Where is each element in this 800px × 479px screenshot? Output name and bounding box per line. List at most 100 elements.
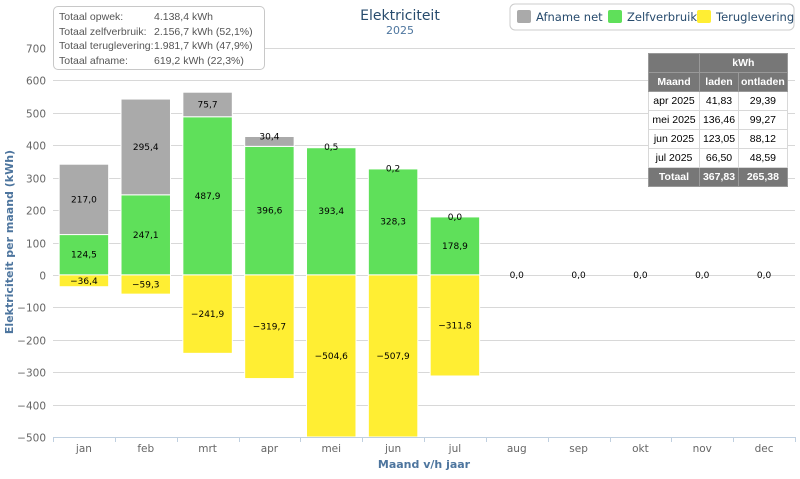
table-header-maand: Maand bbox=[648, 72, 700, 92]
summary-value: 2.156,7 kWh (52,1%) bbox=[154, 25, 253, 38]
data-label-teruglevering-jun: −507,9 bbox=[376, 352, 410, 362]
bars bbox=[58, 91, 481, 438]
summary-value: 1.981,7 kWh (47,9%) bbox=[154, 40, 253, 52]
table-header-empty bbox=[648, 53, 700, 73]
y-tick-label: 500 bbox=[26, 109, 46, 121]
x-tick-label-jun: jun bbox=[384, 443, 401, 455]
summary-value: 619,2 kWh (22,3%) bbox=[154, 54, 244, 67]
bar-zelfverbruik-mei[interactable] bbox=[306, 146, 357, 276]
data-label-afname-net-sep: 0,0 bbox=[571, 271, 586, 281]
data-label-zelfverbruik-mrt: 487,9 bbox=[195, 192, 221, 202]
table-cell-ontladen: 29,39 bbox=[738, 91, 788, 111]
legend-item-zelfverbruik[interactable]: Zelfverbruik bbox=[608, 10, 697, 24]
data-label-afname-net-aug: 0,0 bbox=[510, 271, 525, 281]
bar-afname-net-mrt[interactable] bbox=[182, 91, 233, 118]
y-tick-label: 600 bbox=[26, 76, 46, 88]
table-total-ontladen: 265,38 bbox=[738, 167, 788, 187]
y-tick-label: −200 bbox=[17, 336, 46, 348]
bar-afname-net-jan[interactable] bbox=[58, 163, 110, 236]
legend-label-teruglevering: Teruglevering bbox=[715, 10, 794, 24]
table-cell-laden: 41,83 bbox=[699, 91, 739, 111]
data-label-zelfverbruik-jun: 328,3 bbox=[380, 218, 406, 228]
bar-teruglevering-jul[interactable] bbox=[429, 274, 481, 377]
data-label-teruglevering-mrt: −241,9 bbox=[191, 310, 225, 320]
data-label-afname-net-feb: 295,4 bbox=[133, 143, 159, 153]
x-tick-label-sep: sep bbox=[569, 443, 588, 455]
bar-zelfverbruik-apr[interactable] bbox=[244, 145, 295, 276]
table-total-laden: 367,83 bbox=[699, 167, 739, 187]
legend-swatch-teruglevering bbox=[697, 10, 711, 23]
table-row: jun 2025 123,05 88,12 bbox=[648, 129, 788, 149]
legend: Afname net Zelfverbruik Teruglevering bbox=[509, 3, 795, 31]
data-label-zelfverbruik-jan: 124,5 bbox=[71, 251, 97, 261]
data-label-afname-net-okt: 0,0 bbox=[633, 271, 648, 281]
data-label-teruglevering-feb: −59,3 bbox=[132, 281, 160, 291]
x-tick-label-apr: apr bbox=[261, 443, 279, 455]
legend-label-afname-net: Afname net bbox=[536, 10, 603, 24]
legend-swatch-afname-net bbox=[517, 10, 531, 23]
table-total-label: Totaal bbox=[648, 167, 700, 187]
x-tick-label-feb: feb bbox=[137, 443, 154, 455]
chart-subtitle: 2025 bbox=[386, 24, 414, 37]
legend-item-afname-net[interactable]: Afname net bbox=[517, 10, 603, 24]
x-tick-label-dec: dec bbox=[755, 443, 774, 455]
data-label-afname-net-mrt: 75,7 bbox=[198, 100, 218, 110]
data-labels: 124,5 217,0 −36,4 247,1 295,4 −59,3 487,9 75,7 −… bbox=[70, 100, 771, 361]
bar-afname-net-apr[interactable] bbox=[244, 135, 295, 147]
x-tick-label-jul: jul bbox=[448, 443, 462, 455]
table-row: jul 2025 66,50 48,59 bbox=[648, 148, 788, 168]
y-tick-label: 0 bbox=[39, 271, 46, 283]
table-cell-month: jun 2025 bbox=[648, 129, 700, 149]
table-cell-ontladen: 99,27 bbox=[738, 110, 788, 130]
table-cell-laden: 66,50 bbox=[699, 148, 739, 168]
bar-teruglevering-mrt[interactable] bbox=[182, 274, 233, 354]
data-label-afname-net-nov: 0,0 bbox=[695, 271, 710, 281]
y-tick-label: 400 bbox=[26, 141, 46, 153]
x-tick-label-nov: nov bbox=[693, 443, 712, 455]
x-tick-label-mrt: mrt bbox=[198, 443, 217, 455]
legend-item-teruglevering[interactable]: Teruglevering bbox=[697, 10, 794, 24]
bar-teruglevering-mei[interactable] bbox=[306, 274, 357, 438]
bar-zelfverbruik-jan[interactable] bbox=[58, 234, 110, 276]
y-tick-label: 200 bbox=[26, 206, 46, 218]
bar-afname-net-jun[interactable] bbox=[367, 167, 419, 170]
legend-frame bbox=[509, 3, 795, 31]
data-label-afname-net-jun: 0,2 bbox=[386, 164, 400, 174]
data-label-teruglevering-apr: −319,7 bbox=[253, 323, 286, 333]
y-tick-label: 100 bbox=[26, 239, 46, 251]
bar-teruglevering-jun[interactable] bbox=[367, 274, 419, 438]
data-label-afname-net-mei: 0,5 bbox=[324, 143, 338, 153]
data-label-afname-net-jul: 0,0 bbox=[448, 213, 463, 223]
y-tick-label: 700 bbox=[26, 44, 46, 56]
table-cell-month: apr 2025 bbox=[648, 91, 700, 111]
y-axis-title: Elektriciteit per maand (kWh) bbox=[3, 150, 16, 334]
bar-zelfverbruik-feb[interactable] bbox=[120, 194, 171, 276]
data-label-afname-net-dec: 0,0 bbox=[757, 271, 772, 281]
bar-teruglevering-jan[interactable] bbox=[58, 274, 110, 288]
bar-teruglevering-feb[interactable] bbox=[120, 274, 171, 295]
table-header-unit: kWh bbox=[699, 53, 788, 73]
y-tick-label: −100 bbox=[17, 303, 46, 315]
bar-afname-net-feb[interactable] bbox=[120, 98, 171, 196]
summary-label: Totaal afname: bbox=[59, 54, 128, 67]
table-header-row: Maand laden ontladen bbox=[648, 72, 788, 92]
data-label-afname-net-apr: 30,4 bbox=[259, 132, 279, 142]
table-cell-laden: 136,46 bbox=[699, 110, 739, 130]
summary-label: Totaal teruglevering: bbox=[59, 40, 154, 52]
bar-teruglevering-apr[interactable] bbox=[244, 274, 295, 380]
data-label-teruglevering-jan: −36,4 bbox=[70, 277, 98, 287]
y-tick-label: −500 bbox=[17, 433, 46, 445]
x-axis-title: Maand v/h jaar bbox=[378, 458, 471, 471]
table-header-ontladen: ontladen bbox=[738, 72, 788, 92]
bar-afname-net-mei[interactable] bbox=[306, 146, 357, 149]
table-total-row: Totaal 367,83 265,38 bbox=[648, 167, 788, 187]
summary-box: Totaal opwek: 4.138,4 kWh Totaal zelfver… bbox=[53, 6, 265, 70]
summary-row-zelfverbruik: Totaal zelfverbruik: 2.156,7 kWh (52,1%) bbox=[59, 25, 264, 40]
data-label-teruglevering-mei: −504,6 bbox=[315, 352, 349, 362]
table-cell-laden: 123,05 bbox=[699, 129, 739, 149]
legend-label-zelfverbruik: Zelfverbruik bbox=[627, 10, 697, 24]
table-row: mei 2025 136,46 99,27 bbox=[648, 110, 788, 130]
table-cell-ontladen: 88,12 bbox=[738, 129, 788, 149]
table-header-row-unit: kWh bbox=[648, 53, 788, 73]
bar-zelfverbruik-jul[interactable] bbox=[429, 216, 481, 276]
